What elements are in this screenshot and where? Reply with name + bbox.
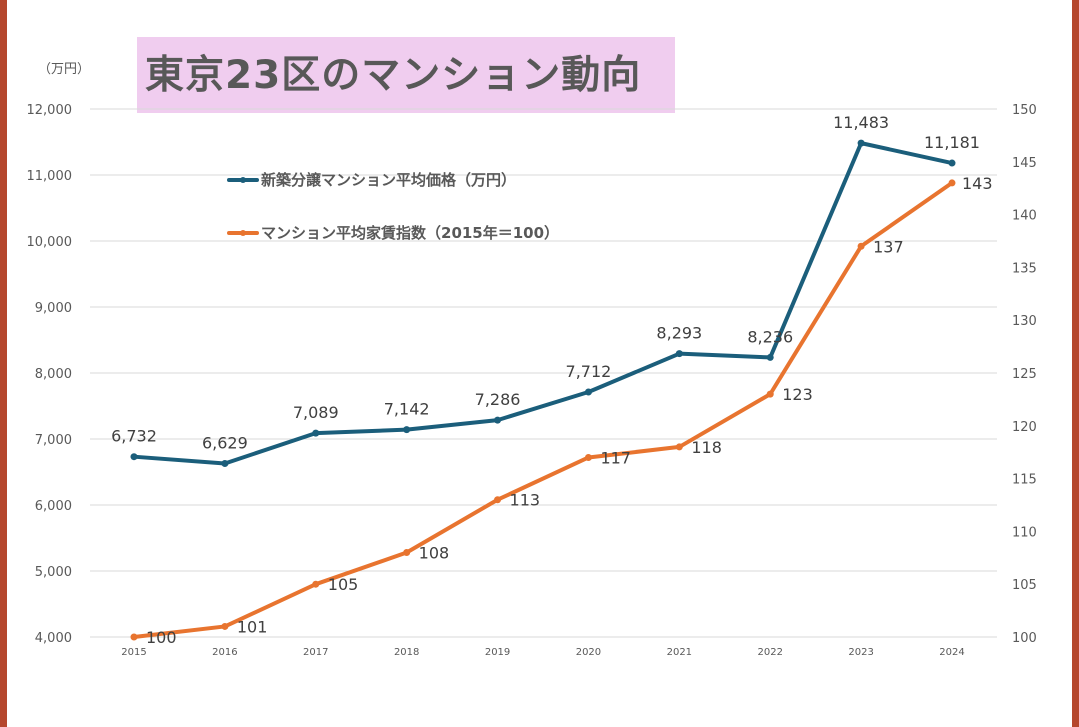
data-label: 105	[328, 575, 359, 594]
data-point	[857, 242, 865, 250]
data-point	[675, 350, 683, 358]
left-y-tick-label: 5,000	[35, 565, 72, 580]
legend: 新築分譲マンション平均価格（万円） マンション平均家賃指数（2015年＝100）	[227, 171, 559, 242]
series-line-avg-price	[133, 141, 953, 466]
right-y-tick-label: 100	[1012, 631, 1037, 646]
data-point	[130, 633, 138, 641]
right-y-tick-label: 130	[1012, 314, 1037, 329]
x-tick-label: 2023	[848, 647, 873, 658]
data-point	[766, 353, 774, 361]
right-y-tick-label: 150	[1012, 103, 1037, 118]
data-point	[403, 549, 411, 557]
data-point	[766, 390, 774, 398]
x-tick-label: 2022	[757, 647, 782, 658]
left-y-axis: 4,000 5,000 6,000 7,000 8,000 9,000 10,000 11,0…	[27, 103, 73, 646]
x-tick-label: 2016	[212, 647, 237, 658]
data-label: 117	[600, 448, 631, 467]
data-point	[494, 416, 502, 424]
data-label: 101	[237, 617, 268, 636]
x-tick-label: 2024	[939, 647, 964, 658]
data-label: 7,286	[475, 390, 521, 409]
data-labels: 6,732 6,629 7,089 7,142 7,286 7,712 8,293 8,236…	[111, 113, 992, 647]
data-label: 108	[419, 544, 450, 563]
data-point	[403, 426, 411, 434]
left-y-tick-label: 6,000	[35, 499, 72, 514]
x-axis: 2015 2016 2017 2018 2019 2020 2021 2022 2023 2024	[121, 647, 964, 658]
data-label: 11,483	[833, 113, 889, 132]
data-point	[130, 453, 138, 461]
data-label: 113	[510, 491, 541, 510]
data-label: 123	[782, 385, 813, 404]
right-y-tick-label: 125	[1012, 367, 1037, 382]
x-tick-label: 2017	[303, 647, 328, 658]
x-tick-label: 2015	[121, 647, 146, 658]
data-point	[948, 179, 956, 187]
chart-title: 東京23区のマンション動向	[145, 53, 642, 98]
data-point	[857, 139, 865, 147]
data-point	[221, 622, 229, 630]
right-y-tick-label: 140	[1012, 209, 1037, 224]
right-y-tick-label: 145	[1012, 156, 1037, 171]
data-point	[675, 443, 683, 451]
left-y-tick-label: 4,000	[35, 631, 72, 646]
data-label: 7,142	[384, 400, 430, 419]
x-tick-label: 2018	[394, 647, 419, 658]
right-y-tick-label: 105	[1012, 578, 1037, 593]
data-label: 8,293	[656, 324, 702, 343]
data-label: 8,236	[747, 327, 793, 346]
legend-label: 新築分譲マンション平均価格（万円）	[261, 171, 516, 189]
chart-panel	[7, 0, 1072, 727]
data-label: 6,732	[111, 427, 157, 446]
left-axis-unit: （万円）	[38, 62, 91, 77]
x-tick-label: 2019	[485, 647, 510, 658]
data-label: 118	[691, 438, 722, 457]
title-background	[137, 37, 675, 113]
data-point	[948, 159, 956, 167]
data-point	[312, 580, 320, 588]
left-y-tick-label: 7,000	[35, 433, 72, 448]
left-y-tick-label: 12,000	[27, 103, 73, 118]
left-y-tick-label: 10,000	[27, 235, 73, 250]
right-y-axis: 100 105 110 115 120 125 130 135 140 145 150	[1012, 103, 1037, 646]
gridlines	[90, 108, 997, 638]
data-point	[312, 429, 320, 437]
data-label: 137	[873, 237, 904, 256]
legend-marker	[240, 177, 246, 183]
right-y-tick-label: 115	[1012, 473, 1037, 488]
data-label: 6,629	[202, 433, 248, 452]
right-y-tick-label: 135	[1012, 261, 1037, 276]
x-tick-label: 2020	[576, 647, 601, 658]
legend-marker	[240, 230, 246, 236]
x-tick-label: 2021	[667, 647, 692, 658]
right-y-tick-label: 110	[1012, 525, 1037, 540]
right-y-tick-label: 120	[1012, 420, 1037, 435]
data-point	[584, 453, 592, 461]
data-label: 143	[962, 174, 993, 193]
left-y-tick-label: 11,000	[27, 169, 73, 184]
data-label: 7,089	[293, 403, 339, 422]
data-point	[221, 459, 229, 467]
data-label: 11,181	[924, 133, 980, 152]
data-point	[584, 388, 592, 396]
series-line-rent-index	[133, 181, 954, 639]
legend-label: マンション平均家賃指数（2015年＝100）	[261, 224, 559, 242]
data-label: 100	[146, 628, 177, 647]
data-label: 7,712	[566, 362, 612, 381]
series-lines	[130, 139, 956, 641]
left-y-tick-label: 8,000	[35, 367, 72, 382]
left-y-tick-label: 9,000	[35, 301, 72, 316]
data-point	[494, 496, 502, 504]
